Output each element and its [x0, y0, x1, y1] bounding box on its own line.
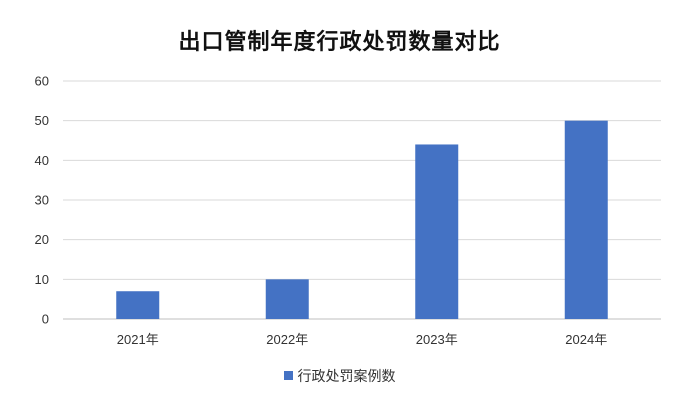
bar — [415, 144, 459, 319]
x-tick-label: 2024年 — [565, 332, 607, 347]
bar — [116, 291, 160, 319]
y-tick-label: 50 — [35, 113, 49, 128]
legend: 行政处罚案例数 — [0, 366, 679, 386]
y-tick-label: 20 — [35, 232, 49, 247]
legend-label: 行政处罚案例数 — [297, 369, 396, 385]
chart-title: 出口管制年度行政处罚数量对比 — [178, 29, 501, 55]
x-tick-label: 2023年 — [416, 332, 458, 347]
x-tick-label: 2022年 — [266, 332, 308, 347]
bar — [564, 120, 608, 320]
y-tick-label: 10 — [35, 272, 49, 287]
bar — [265, 279, 309, 319]
y-tick-label: 60 — [35, 74, 49, 89]
y-tick-label: 40 — [35, 153, 49, 168]
legend-swatch — [283, 370, 293, 380]
y-tick-label: 30 — [35, 193, 49, 208]
x-tick-label: 2021年 — [117, 332, 159, 347]
y-tick-label: 0 — [42, 312, 49, 327]
